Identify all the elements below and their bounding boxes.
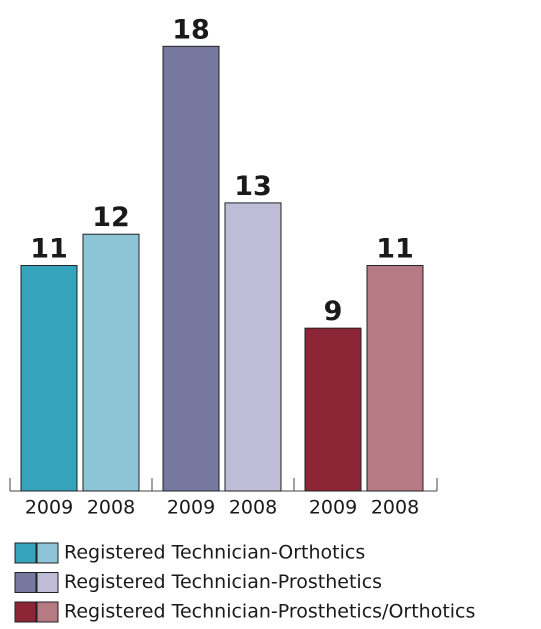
value-label: 9 <box>324 296 343 327</box>
legend-swatch <box>14 601 37 623</box>
legend-label: Registered Technician-Prosthetics <box>64 571 382 593</box>
bar <box>20 265 78 492</box>
legend-label: Registered Technician-Prosthetics/Orthot… <box>64 601 475 623</box>
legend-swatch <box>14 572 37 593</box>
bar <box>366 265 424 492</box>
x-tick-label: 2008 <box>371 497 419 519</box>
x-tick-label: 2008 <box>87 497 135 519</box>
bar <box>304 327 362 492</box>
value-label: 13 <box>234 171 272 202</box>
legend-label: Registered Technician-Orthotics <box>64 542 365 564</box>
value-label: 12 <box>92 202 130 233</box>
x-tick-label: 2009 <box>25 497 73 519</box>
value-label: 11 <box>376 234 414 265</box>
legend-swatch <box>36 601 59 623</box>
legend-swatch <box>36 572 59 593</box>
x-tick-label: 2009 <box>167 497 215 519</box>
bar <box>162 45 220 492</box>
value-label: 18 <box>172 14 210 45</box>
legend-swatch <box>14 542 37 564</box>
x-tick-label: 2009 <box>309 497 357 519</box>
x-tick-label: 2008 <box>229 497 277 519</box>
bar <box>82 233 140 492</box>
value-label: 11 <box>30 234 68 265</box>
legend-swatch <box>36 542 59 564</box>
bar <box>224 202 282 492</box>
